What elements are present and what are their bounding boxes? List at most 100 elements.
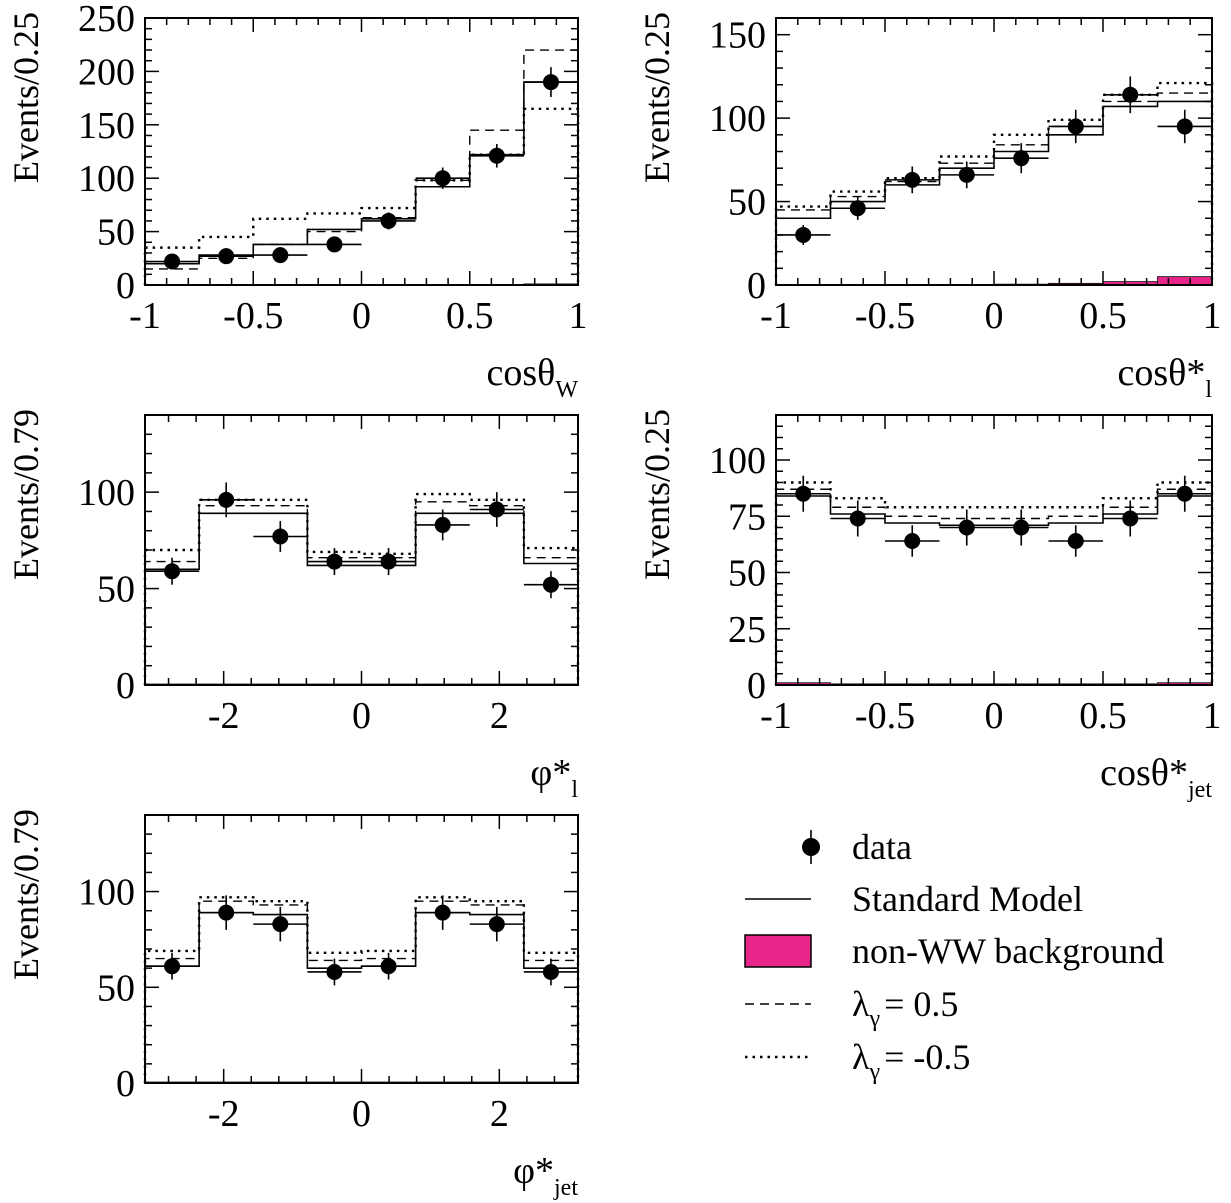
- x-tick-label: -1: [129, 295, 161, 337]
- x-axis-label-main: φ*: [513, 1150, 554, 1192]
- x-tick-label: 0: [985, 295, 1004, 337]
- data-point: [272, 247, 289, 264]
- data-point: [218, 491, 235, 508]
- x-tick-label: -1: [760, 295, 792, 337]
- data-point: [542, 74, 559, 91]
- x-axis-label-sub: l: [1205, 377, 1212, 403]
- y-tick-label: 25: [728, 609, 766, 651]
- legend-background-swatch: [744, 934, 812, 968]
- dotted-histogram: [774, 481, 1214, 685]
- data-point: [904, 171, 921, 188]
- legend-entry-background: non-WW background: [744, 931, 1164, 971]
- x-tick-label: -0.5: [855, 295, 915, 337]
- sm-histogram: [775, 100, 1213, 285]
- y-tick-label: 0: [116, 665, 135, 707]
- legend-entry-dotted: λγ = -0.5: [745, 1037, 970, 1085]
- data-point: [380, 958, 397, 975]
- data-point: [1013, 150, 1030, 167]
- data-point: [958, 166, 975, 183]
- legend-background-label: non-WW background: [852, 931, 1164, 971]
- data-point: [795, 485, 812, 502]
- x-axis-label-sub: jet: [553, 1175, 578, 1201]
- data-point: [1067, 533, 1084, 549]
- y-tick-label: 100: [78, 872, 135, 914]
- data-point: [326, 963, 343, 980]
- x-tick-label: 1: [1203, 295, 1222, 337]
- data-point: [218, 904, 235, 921]
- legend-data-label: data: [852, 827, 912, 867]
- y-axis-label: Events/0.25: [6, 12, 46, 183]
- x-axis-label-sub: W: [555, 377, 578, 403]
- data-point: [164, 253, 181, 270]
- data-point: [1122, 510, 1139, 527]
- sm-histogram: [775, 495, 1213, 685]
- dotted-histogram: [143, 896, 580, 1083]
- y-tick-label: 50: [97, 212, 135, 254]
- panel-phi-star-l: 0 50 100 -2 0 2 Events/0.79 φ*l: [6, 409, 580, 803]
- x-tick-label: 0: [352, 1093, 371, 1135]
- data-point: [434, 170, 451, 187]
- data-point: [434, 904, 451, 921]
- legend-entry-sm: Standard Model: [745, 879, 1083, 919]
- x-axis-label: φ*l: [530, 752, 578, 803]
- y-tick-label: 50: [728, 182, 766, 224]
- y-axis-label: Events/0.79: [6, 809, 46, 980]
- y-tick-label: 0: [747, 665, 766, 707]
- data-point: [958, 519, 975, 536]
- plot-frame: [775, 414, 1213, 686]
- data-point: [1176, 118, 1193, 135]
- y-tick-label: 100: [78, 472, 135, 514]
- data-point: [326, 236, 343, 253]
- x-axis-label-main: cosθ*: [1117, 352, 1205, 394]
- y-axis-label: Events/0.25: [637, 409, 677, 580]
- data-point: [272, 916, 289, 933]
- x-tick-label: -2: [208, 1093, 240, 1135]
- data-point: [849, 510, 866, 527]
- plot-frame: [144, 414, 579, 686]
- data-point: [1176, 485, 1193, 502]
- x-axis-label: cosθ*jet: [1100, 752, 1212, 803]
- y-axis-label: Events/0.79: [6, 409, 46, 580]
- x-tick-label: 0.5: [446, 295, 494, 337]
- x-tick-label: 0: [352, 695, 371, 737]
- y-tick-label: 150: [78, 105, 135, 147]
- x-tick-label: 1: [569, 295, 588, 337]
- data-point: [542, 963, 559, 980]
- data-point: [272, 528, 289, 545]
- legend-sm-label: Standard Model: [852, 879, 1083, 919]
- data-point: [542, 576, 559, 593]
- x-tick-label: 0: [985, 695, 1004, 737]
- x-tick-label: 1: [1203, 695, 1222, 737]
- y-tick-label: 50: [97, 967, 135, 1009]
- y-tick-label: 0: [116, 265, 135, 307]
- x-axis-label-main: cosθ*: [1100, 752, 1188, 794]
- data-point: [849, 200, 866, 217]
- data-point: [488, 501, 505, 518]
- y-tick-label: 100: [709, 98, 766, 140]
- y-tick-label: 75: [728, 496, 766, 538]
- legend: data Standard Model non-WW background λγ…: [744, 827, 1164, 1085]
- plot-frame: [144, 814, 579, 1084]
- data-point: [1067, 118, 1084, 135]
- data-point: [1122, 86, 1139, 103]
- x-tick-label: 0.5: [1079, 695, 1127, 737]
- y-tick-label: 200: [78, 51, 135, 93]
- data-point: [904, 533, 921, 549]
- dashed-histogram: [144, 49, 579, 285]
- legend-dotted-label: λγ = -0.5: [852, 1037, 970, 1085]
- panel-cos-theta-star-l: 0 50 100 150 -1 -0.5 0 0.5 1 Events/0.25 cosθ*l: [637, 12, 1222, 403]
- x-tick-label: 0: [352, 295, 371, 337]
- data-point: [380, 553, 397, 570]
- y-tick-label: 0: [747, 265, 766, 307]
- legend-dashed-label: λγ = 0.5: [852, 984, 958, 1032]
- y-tick-label: 150: [709, 15, 766, 57]
- data-point: [1013, 519, 1030, 536]
- dotted-histogram: [774, 81, 1214, 285]
- legend-entry-data: data: [802, 827, 912, 867]
- y-tick-label: 100: [78, 158, 135, 200]
- x-axis-label-main: φ*: [530, 752, 571, 794]
- background-bar: [1157, 276, 1213, 286]
- panel-cos-theta-w: 0 50 100 150 200 250 -1 -0.5 0 0.5 1 Events/0.25 cos…: [6, 0, 588, 403]
- data-point: [164, 563, 181, 580]
